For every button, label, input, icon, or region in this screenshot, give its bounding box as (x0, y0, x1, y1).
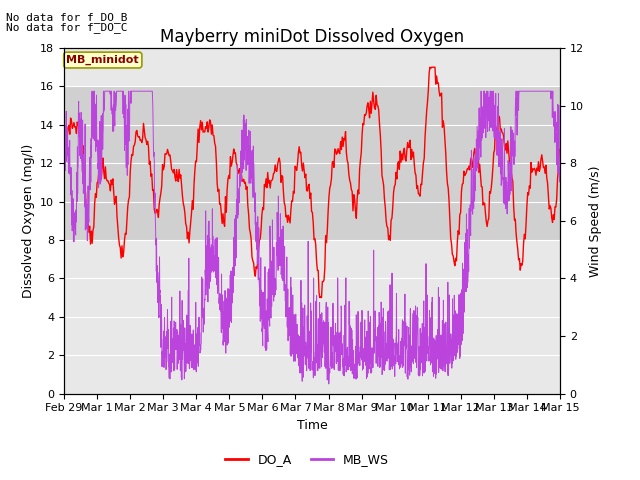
Y-axis label: Dissolved Oxygen (mg/l): Dissolved Oxygen (mg/l) (22, 144, 35, 298)
Bar (64, 86, 560, 240)
Text: MB_minidot: MB_minidot (67, 55, 139, 65)
Title: Mayberry miniDot Dissolved Oxygen: Mayberry miniDot Dissolved Oxygen (160, 28, 464, 47)
Text: No data for f_DO_C: No data for f_DO_C (6, 22, 128, 33)
Legend: DO_A, MB_WS: DO_A, MB_WS (220, 448, 394, 471)
X-axis label: Time: Time (296, 419, 328, 432)
Y-axis label: Wind Speed (m/s): Wind Speed (m/s) (589, 165, 602, 276)
Text: No data for f_DO_B: No data for f_DO_B (6, 12, 128, 23)
